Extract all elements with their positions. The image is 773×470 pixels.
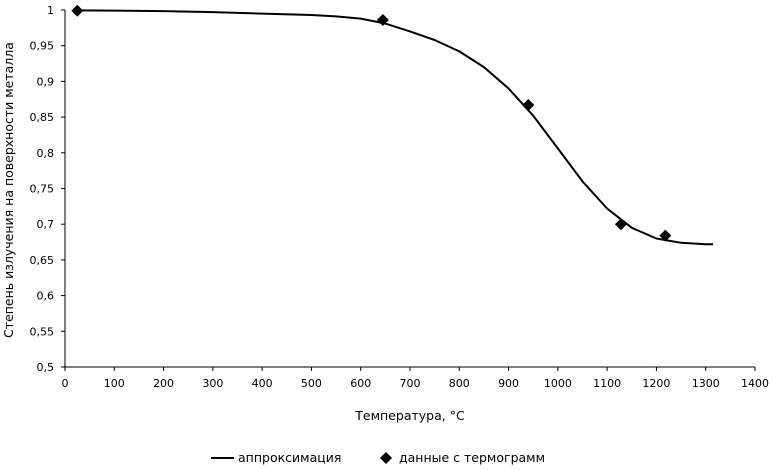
approximation-line [77, 9, 714, 246]
x-tick-label: 400 [252, 377, 273, 390]
x-tick-label: 300 [202, 377, 223, 390]
thermogram-data-point [522, 98, 535, 111]
x-tick-label: 0 [62, 377, 69, 390]
thermogram-data-point [614, 218, 627, 231]
x-tick-label: 1300 [692, 377, 720, 390]
y-tick-label: 0,6 [37, 290, 55, 303]
y-tick-label: 0,8 [37, 147, 55, 160]
x-tick-label: 200 [153, 377, 174, 390]
legend-diamond-swatch [380, 452, 392, 464]
y-tick-label: 0,65 [30, 254, 55, 267]
x-tick-label: 1400 [741, 377, 769, 390]
y-tick-label: 0,95 [30, 40, 55, 53]
plot-area [64, 10, 755, 368]
x-tick-label: 800 [449, 377, 470, 390]
legend-label-thermogram-data: данные с термограмм [399, 450, 545, 465]
thermogram-data-point [376, 13, 389, 26]
x-tick-label: 1200 [642, 377, 670, 390]
x-tick-label: 1100 [593, 377, 621, 390]
x-axis-title: Температура, °С [354, 408, 465, 423]
y-tick-label: 1 [47, 4, 54, 17]
x-axis-ticks: 0 100 200 300 400 500 600 700 800 900 1000 1100 1200… [62, 367, 769, 390]
y-tick-label: 0,75 [30, 183, 55, 196]
x-tick-label: 100 [104, 377, 125, 390]
y-tick-label: 0,9 [37, 75, 55, 88]
series-layer [71, 4, 714, 246]
thermogram-data-point [71, 4, 84, 17]
x-tick-label: 900 [498, 377, 519, 390]
x-tick-label: 500 [301, 377, 322, 390]
y-axis-title: Степень излучения на поверхности металла [1, 42, 16, 338]
y-axis-ticks: 0,5 0,55 0,6 0,65 0,7 0,75 0,8 0,85 0,9 0,95 1 [30, 4, 65, 374]
x-tick-label: 1000 [544, 377, 572, 390]
y-tick-label: 0,55 [30, 325, 55, 338]
y-tick-label: 0,7 [37, 218, 55, 231]
y-tick-label: 0,85 [30, 111, 55, 124]
legend: аппроксимация данные с термограмм [211, 450, 545, 465]
y-tick-label: 0,5 [37, 361, 55, 374]
x-tick-label: 700 [400, 377, 421, 390]
thermogram-data-point [659, 229, 672, 242]
x-tick-label: 600 [350, 377, 371, 390]
legend-label-approximation: аппроксимация [238, 450, 341, 465]
